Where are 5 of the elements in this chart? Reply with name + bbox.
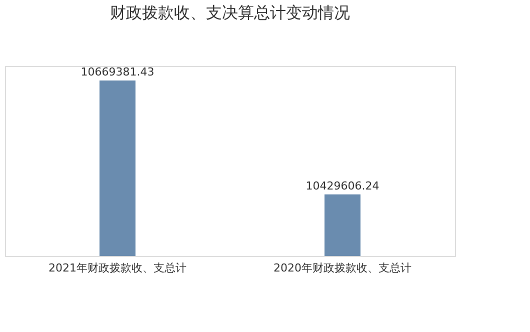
data-label: 10429606.24 xyxy=(306,179,380,192)
chart-title: 财政拨款收、支决算总计变动情况 xyxy=(110,3,350,22)
data-label: 10669381.43 xyxy=(80,66,154,79)
x-tick-label: 2021年财政拨款收、支总计 xyxy=(48,262,186,274)
x-tick-label: 2020年财政拨款收、支总计 xyxy=(274,262,412,274)
